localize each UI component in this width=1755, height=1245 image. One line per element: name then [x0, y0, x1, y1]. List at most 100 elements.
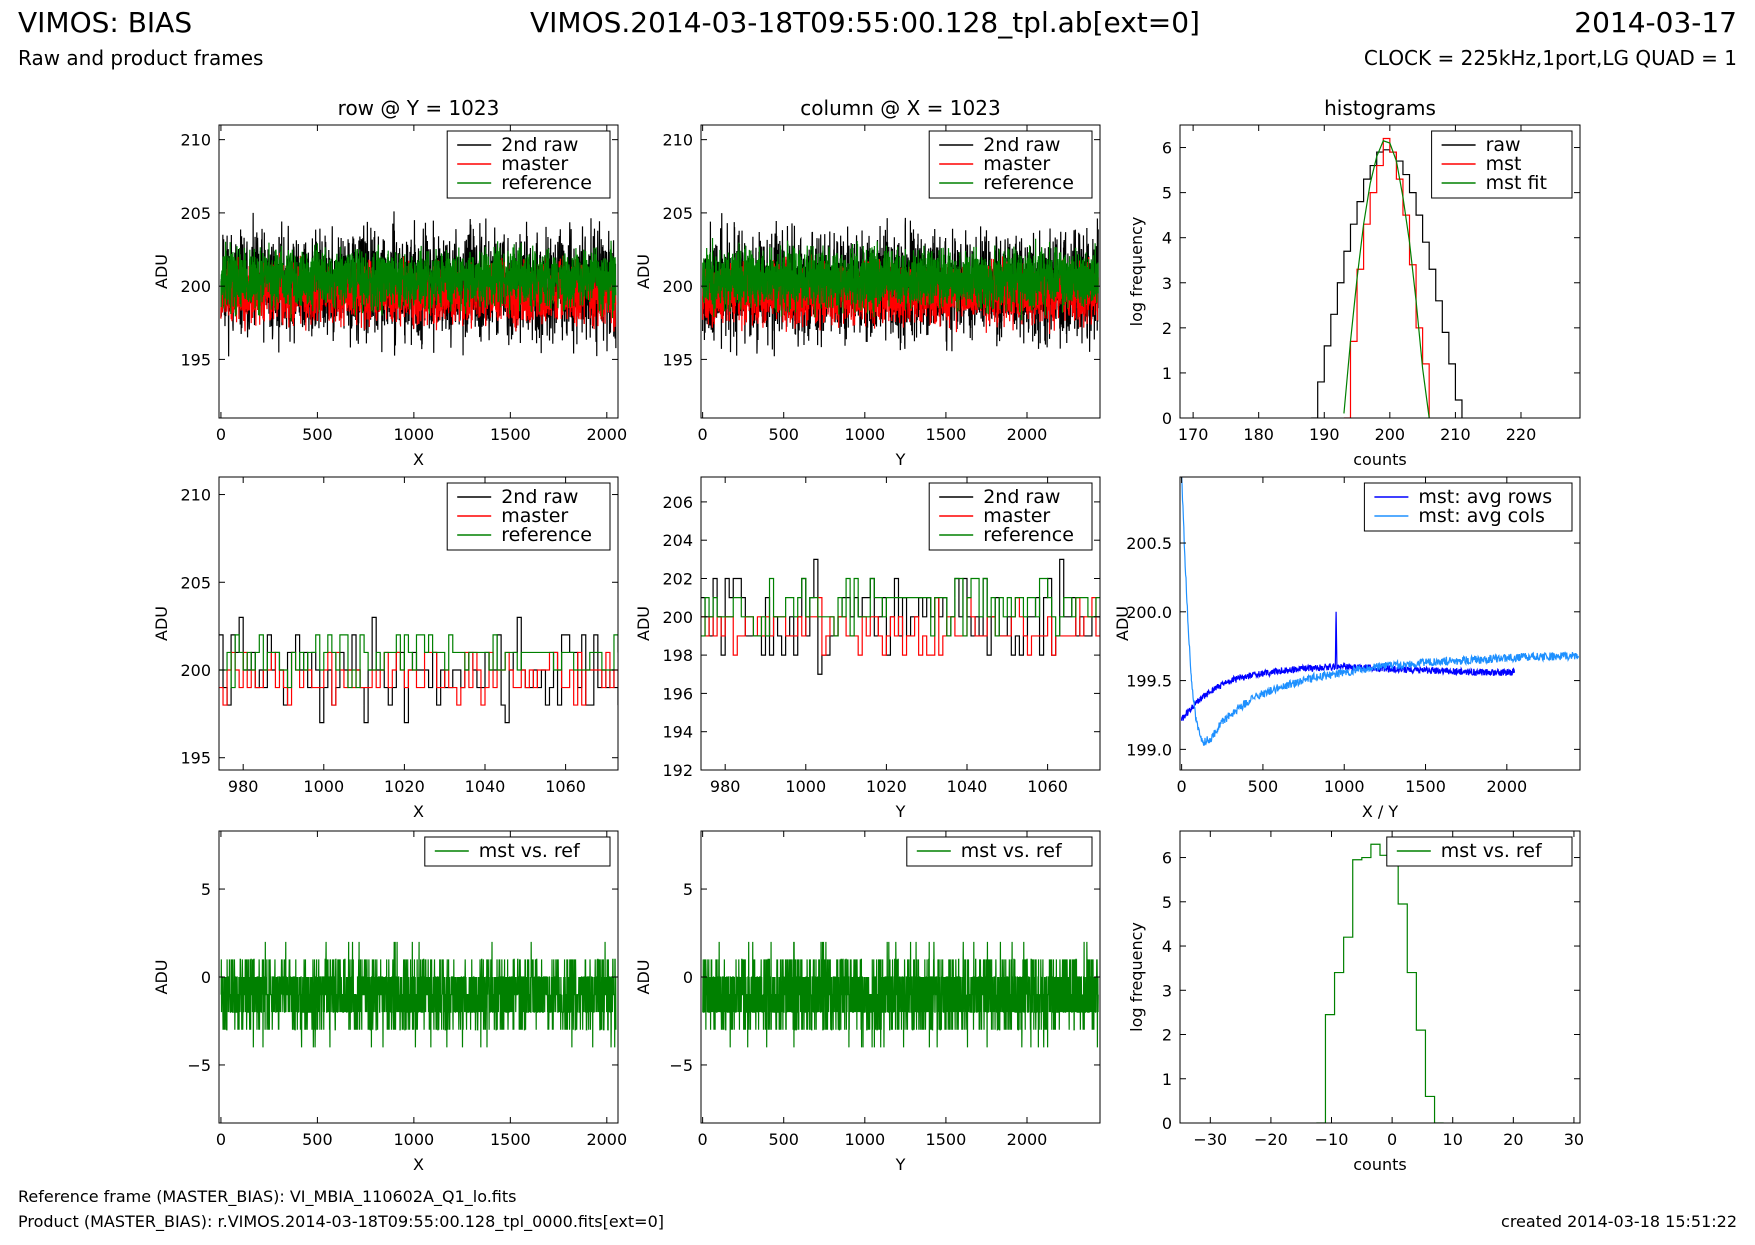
- legend-label: raw: [1486, 134, 1521, 156]
- x-tick-label: 500: [768, 1130, 799, 1149]
- plot-frame: [1179, 124, 1581, 419]
- y-tick-label: 202: [662, 569, 693, 588]
- legend-label: master: [983, 153, 1050, 175]
- x-tick-label: 1020: [866, 777, 907, 796]
- series-mst-fit: [1343, 140, 1430, 418]
- y-axis-label: log frequency: [1127, 217, 1146, 327]
- y-tick-label: 6: [1162, 849, 1172, 868]
- y-tick-label: 4: [1162, 937, 1172, 956]
- x-tick-label: 1500: [1405, 777, 1446, 796]
- x-tick-label: 30: [1564, 1130, 1584, 1149]
- y-axis-label: log frequency: [1127, 922, 1146, 1032]
- footer-product-frame: Product (MASTER_BIAS): r.VIMOS.2014-03-1…: [18, 1212, 664, 1231]
- x-tick-label: 200: [1375, 425, 1406, 444]
- plot-title: histograms: [1324, 96, 1436, 120]
- y-axis-label: ADU: [1113, 606, 1132, 641]
- x-tick-label: 1040: [947, 777, 988, 796]
- series-master: [701, 597, 1100, 656]
- legend-label: master: [501, 153, 568, 175]
- x-tick-label: 1000: [844, 1130, 885, 1149]
- x-tick-label: 0: [216, 425, 226, 444]
- legend-label: reference: [983, 524, 1074, 546]
- x-tick-label: 1500: [490, 1130, 531, 1149]
- legend: mst vs. ref: [424, 836, 611, 867]
- x-tick-label: 20: [1503, 1130, 1523, 1149]
- x-tick-label: 10: [1443, 1130, 1463, 1149]
- y-tick-label: 204: [662, 531, 693, 550]
- y-tick-label: 1: [1162, 1070, 1172, 1089]
- x-tick-label: 2000: [1007, 1130, 1048, 1149]
- y-tick-label: 200: [662, 608, 693, 627]
- x-tick-label: 980: [710, 777, 741, 796]
- legend-label: mst: [1486, 153, 1522, 175]
- y-tick-label: 200.5: [1126, 534, 1172, 553]
- y-tick-label: 205: [662, 204, 693, 223]
- y-axis-label: ADU: [152, 960, 171, 995]
- x-tick-label: 210: [1440, 425, 1471, 444]
- y-tick-label: 199.5: [1126, 672, 1172, 691]
- y-tick-label: 5: [683, 880, 693, 899]
- x-tick-label: 1000: [303, 777, 344, 796]
- x-tick-label: 0: [216, 1130, 226, 1149]
- x-axis-label: counts: [1353, 450, 1406, 469]
- x-axis-label: Y: [895, 802, 906, 821]
- footer-created-timestamp: created 2014-03-18 15:51:22: [1501, 1212, 1737, 1231]
- plot-p1: 0 500 1000 1500 2000 195 200 205 210 X ADU row @ Y …: [152, 96, 627, 469]
- plot-p3: 170 180 190 200 210 220 0 1 2 3 4 5 6 counts log frequ…: [1127, 96, 1581, 469]
- plot-p4: 980 1000 1020 1040 1060 195 200 205 210 X ADU 2nd r…: [152, 476, 619, 821]
- x-axis-label: Y: [895, 450, 906, 469]
- x-tick-label: 1500: [490, 425, 531, 444]
- series-mst-avg-rows: [1181, 611, 1516, 721]
- y-tick-label: 196: [662, 684, 693, 703]
- y-tick-label: 198: [662, 646, 693, 665]
- plot-title: column @ X = 1023: [800, 96, 1000, 120]
- series-mst-vs-ref: [1316, 843, 1444, 1123]
- y-tick-label: 4: [1162, 229, 1172, 248]
- plot-p9: −30 −20 −10 0 10 20 30 0 1 2 3 4 5 6 counts log frequen…: [1127, 830, 1584, 1174]
- figure-subtitle-left: Raw and product frames: [18, 46, 264, 70]
- y-tick-label: 5: [1162, 184, 1172, 203]
- figure-title-right: 2014-03-17: [1574, 6, 1737, 39]
- y-tick-label: −5: [669, 1056, 693, 1075]
- plot-p2: 0 500 1000 1500 2000 195 200 205 210 Y ADU column @…: [634, 96, 1101, 469]
- plot-frame: [700, 476, 1101, 771]
- x-tick-label: 0: [698, 425, 708, 444]
- x-tick-label: −30: [1193, 1130, 1227, 1149]
- x-tick-label: 0: [1177, 777, 1187, 796]
- x-tick-label: 1060: [1027, 777, 1068, 796]
- legend-label: mst: avg cols: [1418, 505, 1545, 527]
- y-tick-label: 200.0: [1126, 603, 1172, 622]
- x-tick-label: 1500: [926, 425, 967, 444]
- x-axis-label: X: [413, 802, 424, 821]
- series-reference: [702, 238, 1099, 321]
- y-tick-label: 205: [180, 573, 211, 592]
- legend-label: mst vs. ref: [479, 840, 581, 862]
- x-tick-label: 180: [1243, 425, 1274, 444]
- x-tick-label: 1060: [545, 777, 586, 796]
- footer-reference-frame: Reference frame (MASTER_BIAS): VI_MBIA_1…: [18, 1187, 517, 1206]
- y-tick-label: 192: [662, 761, 693, 780]
- y-tick-label: 210: [180, 486, 211, 505]
- x-tick-label: 980: [228, 777, 259, 796]
- x-tick-label: 2000: [586, 1130, 627, 1149]
- legend: mst vs. ref: [1386, 836, 1573, 867]
- plot-p8: 0 500 1000 1500 2000 −5 0 5 Y ADU mst vs. ref: [634, 830, 1101, 1174]
- legend-label: mst fit: [1486, 172, 1547, 194]
- legend-label: 2nd raw: [501, 134, 578, 156]
- x-tick-label: 1000: [1324, 777, 1365, 796]
- x-tick-label: 220: [1506, 425, 1537, 444]
- y-axis-label: ADU: [152, 606, 171, 641]
- x-tick-label: 1000: [785, 777, 826, 796]
- legend-label: master: [501, 505, 568, 527]
- plot-title: row @ Y = 1023: [338, 96, 500, 120]
- figure-title-left: VIMOS: BIAS: [18, 6, 193, 39]
- figure-title-center: VIMOS.2014-03-18T09:55:00.128_tpl.ab[ext…: [530, 6, 1200, 39]
- x-axis-label: X: [413, 1155, 424, 1174]
- y-tick-label: 5: [201, 880, 211, 899]
- legend-label: reference: [501, 524, 592, 546]
- y-tick-label: 206: [662, 493, 693, 512]
- y-tick-label: 195: [180, 350, 211, 369]
- y-axis-label: ADU: [634, 606, 653, 641]
